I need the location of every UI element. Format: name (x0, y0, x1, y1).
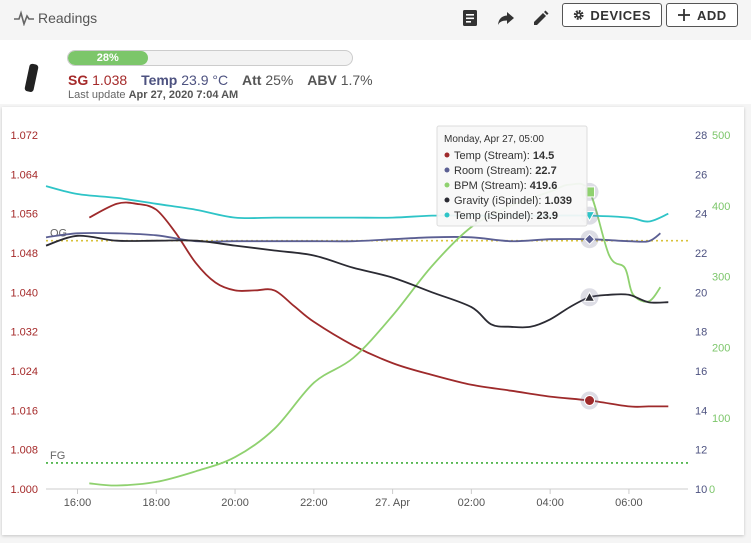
page-title: Readings (38, 10, 98, 26)
plus-icon (678, 9, 690, 21)
last-update-value: Apr 27, 2020 7:04 AM (128, 89, 239, 101)
tooltip-row: Temp (iSpindel): 23.9 (454, 210, 558, 222)
gear-icon (573, 10, 584, 20)
chart-tooltip (436, 125, 588, 227)
temp-tick-label: 14 (695, 405, 707, 417)
tooltip-row: BPM (Stream): 419.6 (454, 180, 557, 192)
hydrometer-icon (24, 63, 39, 92)
temp-stat: Temp 23.9 °C (141, 72, 228, 88)
reference-label-fg: FG (50, 450, 65, 462)
temp-tick-label: 26 (695, 169, 707, 181)
temp-tick-label: 12 (695, 445, 707, 457)
last-update: Last update Apr 27, 2020 7:04 AM (68, 89, 238, 101)
attenuation-progress: 28% (67, 50, 353, 66)
att-stat: Att 25% (242, 72, 293, 88)
gravity-tick-label: 1.048 (10, 248, 38, 260)
gravity-tick-label: 1.056 (10, 209, 38, 221)
tooltip-dot (444, 182, 450, 188)
temp-tick-label: 20 (695, 287, 707, 299)
sg-label: SG (68, 72, 89, 88)
temp-tick-label: 10 (695, 484, 707, 496)
gravity-tick-label: 1.000 (10, 484, 38, 496)
x-tick-label: 04:00 (536, 497, 564, 509)
att-value: 25% (265, 72, 294, 88)
temp-tick-label: 24 (695, 209, 707, 221)
progress-fill: 28% (68, 51, 148, 65)
abv-value: 1.7% (340, 72, 373, 88)
tooltip-series-value: 1.039 (544, 195, 572, 207)
devices-button-label: DEVICES (590, 7, 651, 23)
tooltip-series-value: 419.6 (530, 180, 558, 192)
tooltip-dot (444, 152, 450, 158)
abv-stat: ABV 1.7% (307, 72, 372, 88)
tooltip-title: Monday, Apr 27, 05:00 (444, 134, 544, 145)
gravity-tick-label: 1.040 (10, 287, 38, 299)
gravity-tick-label: 1.024 (10, 366, 38, 378)
bpm-tick-label: 100 (712, 413, 730, 425)
series-line-gravity-ispindel (45, 234, 669, 329)
stats-line: SG 1.038 Temp 23.9 °C Att 25% ABV 1.7% (68, 72, 383, 88)
gravity-tick-label: 1.008 (10, 445, 38, 457)
sg-stat: SG 1.038 (68, 72, 127, 88)
tooltip-dot (444, 212, 450, 218)
tooltip-series-value: 22.7 (535, 165, 556, 177)
device-summary: 28% SG 1.038 Temp 23.9 °C Att 25% ABV 1.… (0, 40, 751, 104)
series-line-temp-stream (88, 201, 669, 408)
abv-label: ABV (307, 72, 337, 88)
last-update-label: Last update (68, 89, 126, 101)
tooltip-dot (444, 197, 450, 203)
progress-label: 28% (96, 52, 119, 64)
devices-button[interactable]: DEVICES (562, 3, 662, 27)
att-label: Att (242, 72, 262, 88)
series-line-bpm-stream (89, 182, 662, 487)
share-icon[interactable] (496, 8, 516, 28)
temp-label: Temp (141, 72, 178, 88)
tooltip-series-name: Gravity (iSpindel): (454, 195, 544, 207)
temp-tick-label: 18 (695, 327, 707, 339)
sg-value: 1.038 (92, 72, 128, 88)
add-button-label: ADD (697, 7, 727, 23)
readings-chart[interactable]: 1.000 1.008 1.016 1.024 1.032 1.040 1.048 1.056… (2, 107, 744, 535)
notes-icon[interactable] (460, 8, 480, 28)
marker-temp-stream (584, 395, 596, 406)
gravity-tick-label: 1.032 (10, 327, 38, 339)
tooltip-series-value: 14.5 (533, 150, 554, 162)
x-tick-label: 18:00 (143, 497, 171, 509)
gravity-tick-label: 1.016 (10, 405, 38, 417)
series-line-temp-ispindel (45, 185, 669, 223)
x-tick-label: 22:00 (300, 497, 328, 509)
top-bar: Readings DEVICES ADD (0, 0, 751, 38)
add-button[interactable]: ADD (666, 3, 738, 27)
tooltip-row: Temp (Stream): 14.5 (454, 150, 554, 162)
tooltip-row: Room (Stream): 22.7 (454, 165, 557, 177)
bpm-tick-label: 0 (709, 484, 715, 496)
tooltip-series-name: Temp (Stream): (454, 150, 533, 162)
temp-tick-label: 22 (695, 248, 707, 260)
tooltip-series-name: Temp (iSpindel): (454, 210, 537, 222)
marker-room-stream (583, 233, 596, 245)
temp-value: 23.9 °C (181, 72, 229, 88)
tooltip-row: Gravity (iSpindel): 1.039 (454, 195, 572, 207)
gravity-tick-label: 1.072 (10, 130, 38, 142)
tooltip-series-name: BPM (Stream): (454, 180, 530, 192)
tooltip-dot (444, 167, 450, 173)
tooltip-series-value: 23.9 (537, 210, 558, 222)
x-tick-label: 27. Apr (375, 497, 410, 509)
tooltip-series-name: Room (Stream): (454, 165, 535, 177)
temp-tick-label: 16 (695, 366, 707, 378)
temp-tick-label: 28 (695, 130, 707, 142)
marker-gravity-ispindel (583, 291, 596, 302)
x-tick-label: 06:00 (615, 497, 643, 509)
x-tick-label: 20:00 (221, 497, 249, 509)
bpm-tick-label: 500 (712, 130, 730, 142)
edit-icon[interactable] (531, 8, 551, 28)
gravity-tick-label: 1.064 (10, 169, 38, 181)
x-tick-label: 02:00 (458, 497, 486, 509)
bpm-tick-label: 300 (712, 272, 730, 284)
x-tick-label: 16:00 (64, 497, 92, 509)
pulse-icon (14, 10, 34, 26)
bpm-tick-label: 200 (712, 342, 730, 354)
readings-chart-card: 1.000 1.008 1.016 1.024 1.032 1.040 1.048 1.056… (2, 107, 744, 535)
bpm-tick-label: 400 (712, 201, 730, 213)
